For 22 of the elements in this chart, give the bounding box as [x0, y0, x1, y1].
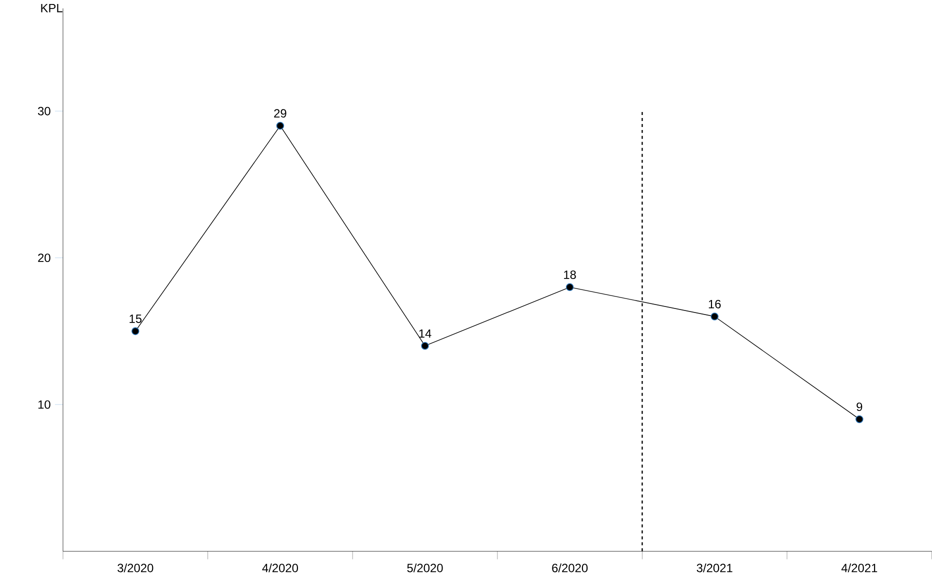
point [856, 415, 864, 423]
x-tick-label: 4/2021 [841, 563, 878, 572]
x-tick-label: 3/2020 [118, 563, 154, 572]
point [421, 342, 429, 350]
x-tick-label: 4/2020 [262, 563, 298, 572]
point [131, 327, 140, 335]
point [566, 283, 574, 291]
data-label: 16 [708, 300, 721, 308]
point [276, 122, 284, 130]
x-tick-label: 3/2021 [696, 563, 732, 572]
y-tick-label: 30 [38, 106, 50, 116]
data-label: 9 [856, 402, 862, 411]
data-label: 18 [564, 270, 576, 279]
point [710, 312, 719, 320]
y-tick-label: 10 [38, 400, 50, 409]
data-label: 29 [274, 108, 286, 118]
y-tick-label: 20 [38, 253, 50, 262]
x-tick-label: 5/2020 [407, 563, 443, 572]
x-tick-label: 6/2020 [552, 563, 588, 572]
y-axis-title: KPL [41, 4, 62, 12]
data-label: 14 [419, 329, 432, 338]
data-label: 15 [130, 314, 142, 323]
